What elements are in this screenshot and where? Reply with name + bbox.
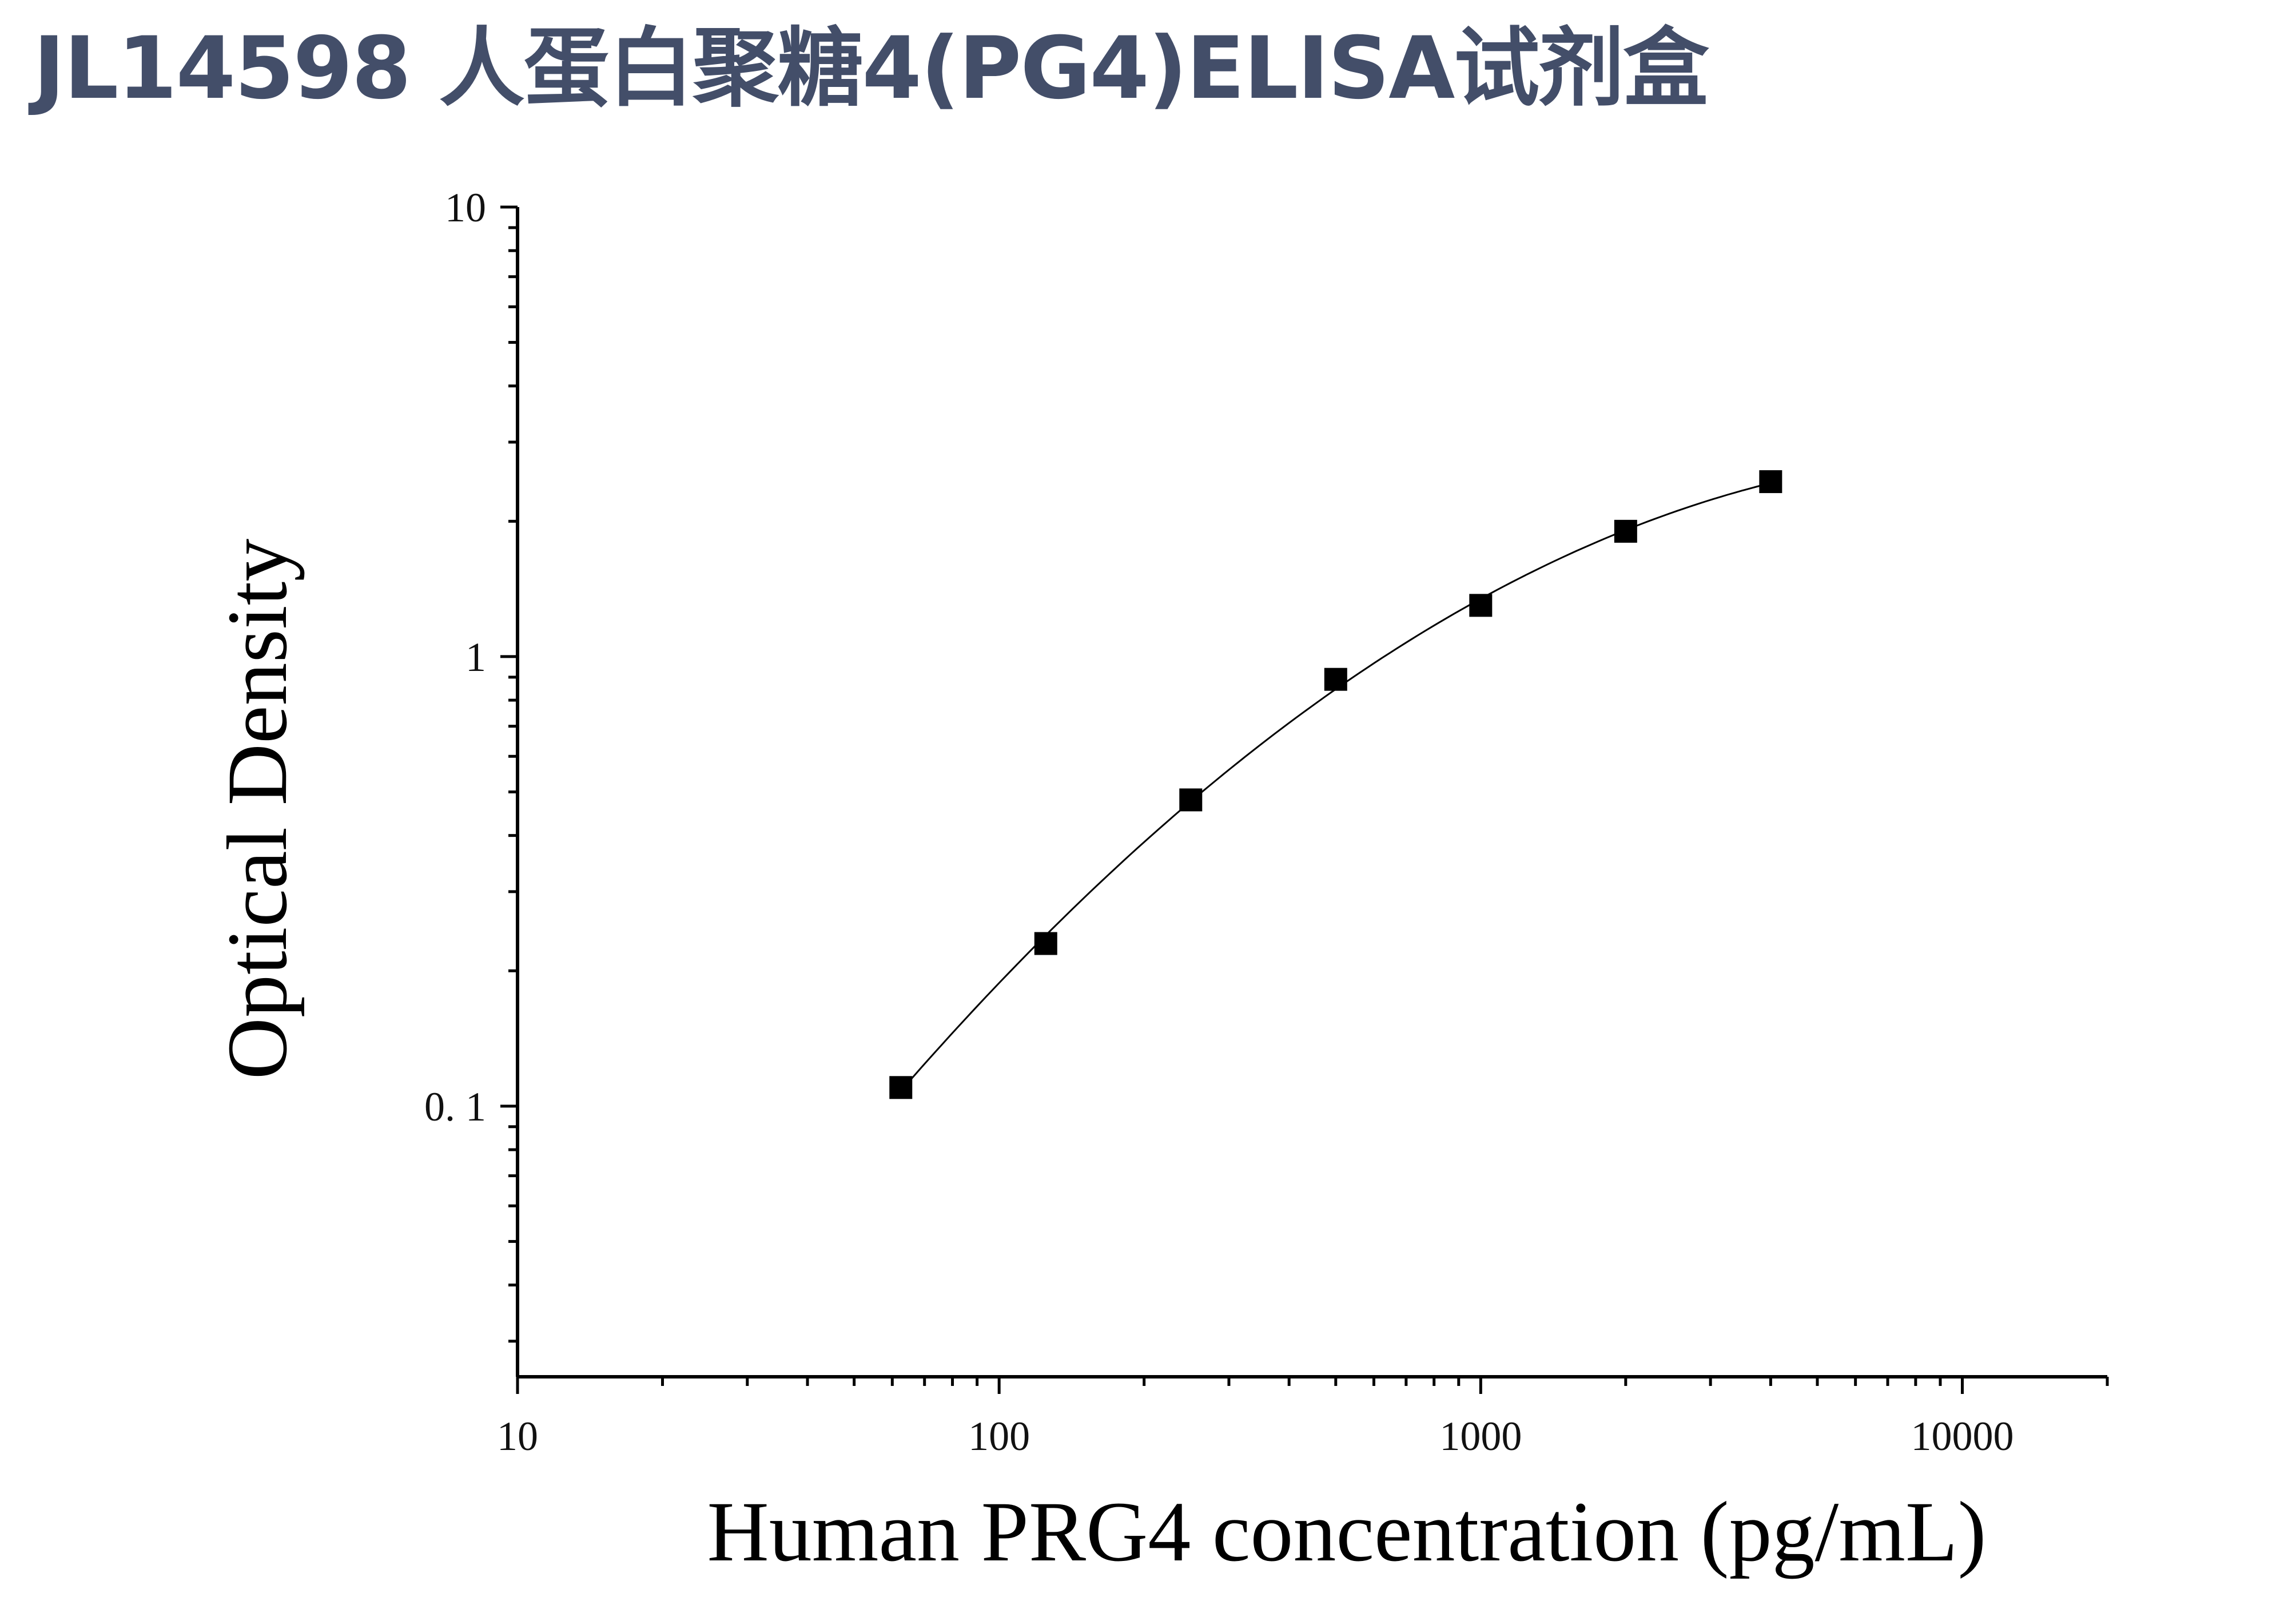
data-point [1034,932,1057,955]
y-tick-label: 1 [465,634,486,680]
y-tick-label: 10 [445,185,486,231]
page-title: JL14598 人蛋白聚糖4(PG4)ELISA试剂盒 [33,19,1709,118]
data-point [1179,788,1203,812]
data-points [889,470,1782,1099]
chart-labels: 10 100 1000 10000 0. 1 1 10 Human PRG4 concentr… [210,185,2014,1579]
data-point [1614,519,1637,543]
data-point [1324,668,1347,691]
x-tick-label: 10 [497,1413,538,1459]
x-tick-label: 1000 [1439,1413,1522,1459]
y-tick-label: 0. 1 [424,1084,486,1130]
x-axis-title: Human PRG4 concentration (pg/mL) [707,1484,1986,1579]
x-tick-label: 10000 [1911,1413,2014,1459]
x-tick-label: 100 [968,1413,1030,1459]
y-axis-title: Optical Density [210,539,305,1080]
data-point [889,1076,913,1099]
fit-curve-group [906,482,1771,1084]
data-point [1469,594,1493,617]
fit-curve [906,482,1771,1084]
chart-ticks [500,205,2109,1394]
chart-axes [516,207,2107,1378]
data-point [1759,470,1782,494]
